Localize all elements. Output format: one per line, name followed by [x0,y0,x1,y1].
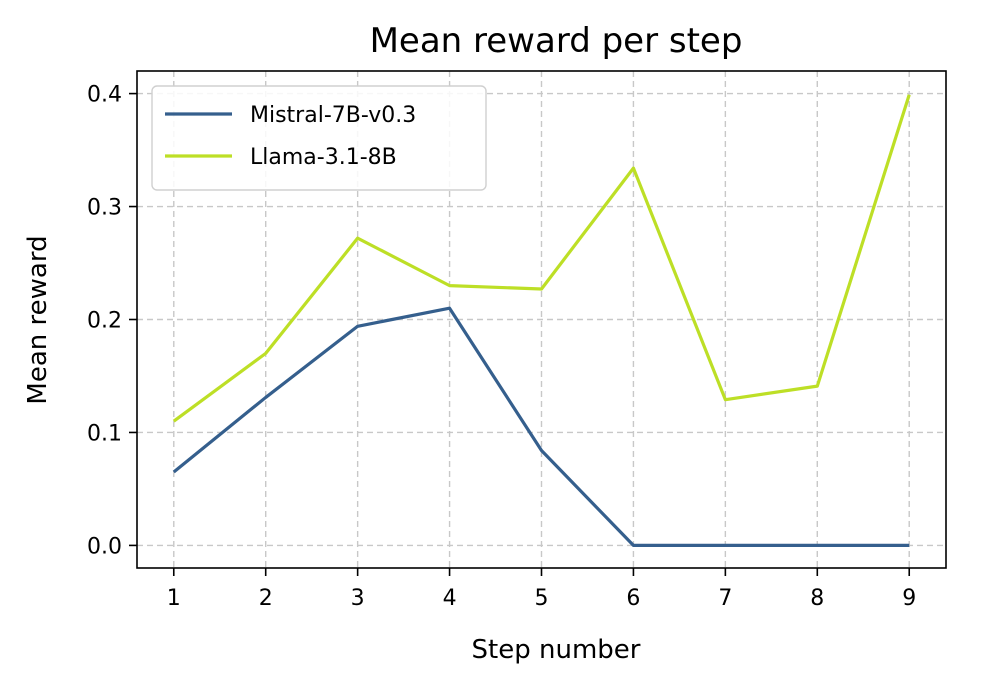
x-axis-ticks: 1 2 3 4 5 6 7 8 9 [167,568,916,611]
x-tick-label: 2 [259,586,273,611]
x-tick-label: 7 [718,586,732,611]
x-tick-label: 8 [810,586,824,611]
legend-label-1: Llama-3.1-8B [250,145,397,170]
y-tick-label: 0.1 [87,421,122,446]
x-tick-label: 3 [351,586,365,611]
y-tick-label: 0.0 [87,534,122,559]
x-axis-label: Step number [472,635,641,665]
legend-label-0: Mistral-7B-v0.3 [250,103,416,128]
series-line-0 [172,306,910,548]
chart-title: Mean reward per step [370,21,743,61]
series-line-1 [172,94,911,423]
legend: Mistral-7B-v0.3 Llama-3.1-8B [151,85,487,191]
legend-box [151,85,487,191]
x-tick-label: 4 [443,586,457,611]
y-axis-ticks: 0.0 0.1 0.2 0.3 0.4 [87,83,137,559]
y-tick-label: 0.2 [87,309,122,334]
y-tick-label: 0.4 [87,83,122,108]
series-lines [172,94,911,548]
x-tick-label: 6 [626,586,640,611]
x-tick-label: 5 [535,586,549,611]
x-tick-label: 9 [902,586,916,611]
y-axis-label: Mean reward [23,235,53,404]
y-tick-label: 0.3 [87,196,122,221]
x-tick-label: 1 [167,586,181,611]
